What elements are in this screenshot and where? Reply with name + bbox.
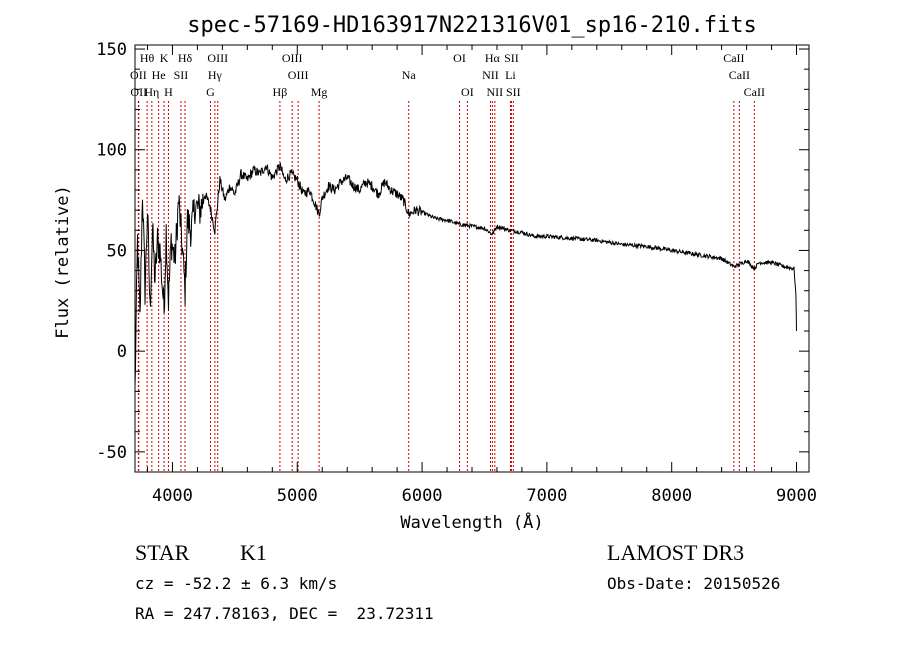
line-marker-label: OII — [130, 68, 147, 82]
line-marker-label: Hθ — [140, 51, 155, 65]
x-tick-label: 8000 — [651, 486, 692, 506]
line-marker-label: Hβ — [273, 85, 288, 99]
y-axis: -50 0 50 100 150 — [96, 40, 809, 463]
line-marker-label: Hγ — [208, 68, 223, 82]
x-tick-label: 7000 — [526, 486, 567, 506]
line-marker-label: CaII — [729, 68, 750, 82]
series-layer — [134, 162, 797, 386]
subclass-label: K1 — [240, 540, 267, 565]
line-marker-label: OIII — [288, 68, 309, 82]
line-marker-label: G — [206, 85, 215, 99]
obs-date-text: Obs-Date: 20150526 — [607, 574, 781, 593]
line-marker-label: CaII — [723, 51, 744, 65]
line-marker-label: SII — [174, 68, 189, 82]
line-marker-label: He — [152, 68, 166, 82]
spectrum-line — [134, 162, 797, 386]
x-tick-label: 6000 — [402, 486, 443, 506]
line-marker-label: Mg — [311, 85, 328, 99]
line-marker-label: Hδ — [178, 51, 193, 65]
line-marker-label: Li — [505, 68, 516, 82]
x-tick-label: 4000 — [152, 486, 193, 506]
line-marker-label: NII — [482, 68, 499, 82]
y-tick-label: -50 — [96, 443, 127, 463]
line-marker-label: OIII — [207, 51, 228, 65]
x-tick-label: 5000 — [277, 486, 318, 506]
line-marker-label: Hη — [144, 85, 159, 99]
line-marker-label: OIII — [282, 51, 303, 65]
line-marker-label: Na — [402, 68, 417, 82]
line-marker-label: SII — [504, 51, 519, 65]
x-tick-label: 9000 — [776, 486, 817, 506]
line-marker-label: OI — [461, 85, 474, 99]
line-marker-label: K — [160, 51, 169, 65]
coordinates-text: RA = 247.78163, DEC = 23.72311 — [135, 604, 434, 623]
class-label: STAR — [135, 540, 190, 565]
x-axis-label: Wavelength (Å) — [400, 511, 543, 533]
line-marker-label: SII — [506, 85, 521, 99]
y-tick-label: 150 — [96, 40, 127, 60]
y-tick-label: 50 — [107, 241, 127, 261]
line-marker-label: CaII — [744, 85, 765, 99]
line-marker-label: H — [164, 85, 173, 99]
y-tick-label: 0 — [117, 342, 127, 362]
y-tick-label: 100 — [96, 141, 127, 161]
redshift-text: cz = -52.2 ± 6.3 km/s — [135, 574, 338, 593]
x-axis: 4000 5000 6000 7000 8000 9000 — [146, 45, 817, 506]
chart-title: spec-57169-HD163917N221316V01_sp16-210.f… — [187, 13, 757, 38]
survey-label: LAMOST DR3 — [607, 540, 745, 565]
line-marker-label: OI — [453, 51, 466, 65]
line-marker-label: Hα — [485, 51, 501, 65]
y-axis-label: Flux (relative) — [53, 185, 73, 339]
line-marker-label: NII — [487, 85, 504, 99]
